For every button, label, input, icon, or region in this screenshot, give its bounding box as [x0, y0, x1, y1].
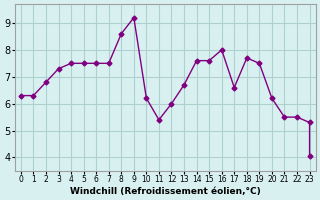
X-axis label: Windchill (Refroidissement éolien,°C): Windchill (Refroidissement éolien,°C) — [70, 187, 260, 196]
